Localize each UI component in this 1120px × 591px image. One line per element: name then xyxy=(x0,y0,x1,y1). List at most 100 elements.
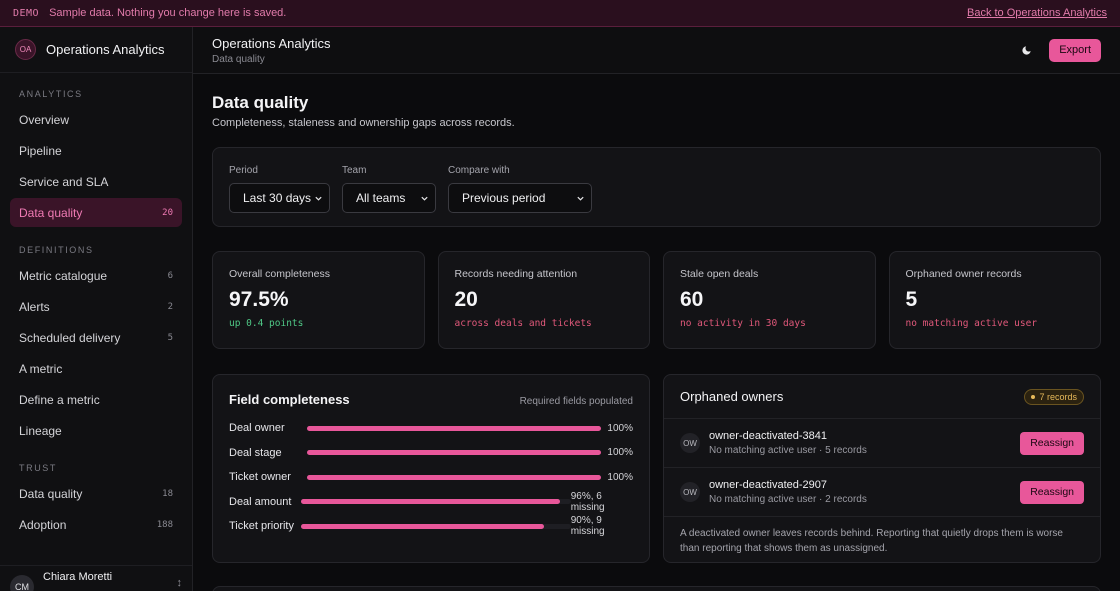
sidebar-item-lineage[interactable]: Lineage xyxy=(10,416,182,445)
dot-icon xyxy=(1031,394,1036,399)
avatar: OW xyxy=(680,433,700,453)
export-button[interactable]: Export xyxy=(1049,38,1101,62)
filter-label: Team xyxy=(342,165,367,176)
list-item: OW owner-deactivated-3841 No matching ac… xyxy=(664,419,1100,468)
sidebar-item-adoption[interactable]: Adoption 188 xyxy=(10,510,182,539)
next-card xyxy=(212,586,1101,591)
filter-label: Period xyxy=(229,165,258,176)
kpi-note: across deals and tickets xyxy=(454,318,592,329)
kpi-note: no activity in 30 days xyxy=(680,318,806,329)
kpi-note: up 0.4 points xyxy=(229,318,304,329)
reassign-button[interactable]: Reassign xyxy=(1020,480,1084,504)
sidebar: OA Operations Analytics ANALYTICS Overvi… xyxy=(0,27,193,591)
avatar: CM xyxy=(10,575,34,591)
kpi-stale-deals: Stale open deals 60 no activity in 30 da… xyxy=(663,251,876,349)
compare-select[interactable]: Previous period xyxy=(448,183,592,213)
avatar: OW xyxy=(680,482,700,502)
kpi-row: Overall completeness 97.5% up 0.4 points… xyxy=(212,251,1101,349)
sidebar-item-label: Metric catalogue xyxy=(19,268,108,283)
kpi-value: 20 xyxy=(454,288,478,311)
sidebar-item-data-quality[interactable]: Data quality 20 xyxy=(10,198,182,227)
header: Operations Analytics Data quality Export xyxy=(193,27,1120,74)
nav-section-title: DEFINITIONS xyxy=(19,245,94,255)
field-value: 90%, 9 missing xyxy=(570,515,605,538)
completeness-row: Ticket owner 100% xyxy=(229,465,633,490)
completeness-row: Ticket priority 90%, 9 missing xyxy=(229,514,633,539)
nav-section-title: ANALYTICS xyxy=(19,89,83,99)
list-item: OW owner-deactivated-2907 No matching ac… xyxy=(664,468,1100,517)
kpi-label: Overall completeness xyxy=(229,268,330,280)
sidebar-item-label: Data quality xyxy=(19,486,83,501)
nav-section-title: TRUST xyxy=(19,463,57,473)
progress-fill xyxy=(307,474,601,480)
sidebar-item-a-metric[interactable]: A metric xyxy=(10,354,182,383)
chevron-down-icon xyxy=(577,196,584,201)
moon-icon[interactable] xyxy=(1015,39,1037,61)
progress-track xyxy=(307,474,601,480)
user-profile[interactable]: CM Chiara Moretti ↕ xyxy=(0,565,192,591)
sidebar-item-label: Lineage xyxy=(19,423,62,438)
completeness-row: Deal amount 96%, 6 missing xyxy=(229,490,633,515)
sidebar-item-label: Scheduled delivery xyxy=(19,330,121,345)
card-title: Field completeness xyxy=(229,392,350,407)
team-filter: Team All teams xyxy=(342,165,436,213)
progress-track xyxy=(300,523,571,529)
back-link[interactable]: Back to Operations Analytics xyxy=(966,7,1107,19)
sidebar-item-label: Pipeline xyxy=(19,143,62,158)
sidebar-item-metric-catalogue[interactable]: Metric catalogue 6 xyxy=(10,261,182,290)
kpi-label: Orphaned owner records xyxy=(905,268,1022,280)
select-value: Last 30 days xyxy=(243,191,312,205)
sidebar-item-trust-data-quality[interactable]: Data quality 18 xyxy=(10,479,182,508)
user-name: Chiara Moretti xyxy=(43,571,113,583)
progress-track xyxy=(300,499,571,505)
team-select[interactable]: All teams xyxy=(342,183,436,213)
page-subtitle: Completeness, staleness and ownership ga… xyxy=(212,117,515,129)
sidebar-item-count: 5 xyxy=(167,332,173,343)
sidebar-item-alerts[interactable]: Alerts 2 xyxy=(10,292,182,321)
compare-filter: Compare with Previous period xyxy=(448,165,592,213)
kpi-label: Stale open deals xyxy=(680,268,759,280)
sidebar-item-label: Adoption xyxy=(19,517,67,532)
sidebar-item-label: Define a metric xyxy=(19,392,100,407)
field-label: Deal amount xyxy=(229,495,292,508)
sidebar-item-scheduled-delivery[interactable]: Scheduled delivery 5 xyxy=(10,323,182,352)
period-filter: Period Last 30 days xyxy=(229,165,330,213)
field-label: Deal stage xyxy=(229,446,282,459)
header-subtitle: Data quality xyxy=(212,53,265,65)
sidebar-item-count: 20 xyxy=(162,207,173,218)
sidebar-item-define-metric[interactable]: Define a metric xyxy=(10,385,182,414)
kpi-value: 97.5% xyxy=(229,288,289,311)
sidebar-item-service-sla[interactable]: Service and SLA xyxy=(10,167,182,196)
kpi-overall-completeness: Overall completeness 97.5% up 0.4 points xyxy=(212,251,425,349)
owner-name: owner-deactivated-3841 xyxy=(709,430,828,442)
reassign-button[interactable]: Reassign xyxy=(1020,431,1084,455)
sidebar-item-label: Overview xyxy=(19,112,70,127)
demo-tag: DEMO xyxy=(13,7,40,19)
card-title: Orphaned owners xyxy=(680,389,784,404)
period-select[interactable]: Last 30 days xyxy=(229,183,330,213)
kpi-orphaned-records: Orphaned owner records 5 no matching act… xyxy=(888,251,1101,349)
sidebar-item-label: Alerts xyxy=(19,299,50,314)
sidebar-item-pipeline[interactable]: Pipeline xyxy=(10,136,182,165)
progress-track xyxy=(307,425,601,431)
sidebar-item-count: 6 xyxy=(167,270,173,281)
chevron-down-icon xyxy=(421,196,428,201)
sidebar-item-label: Data quality xyxy=(19,205,83,220)
kpi-label: Records needing attention xyxy=(454,268,578,280)
kpi-value: 5 xyxy=(905,288,918,311)
sidebar-item-count: 188 xyxy=(156,519,173,530)
demo-banner: DEMO Sample data. Nothing you change her… xyxy=(0,0,1120,27)
progress-fill xyxy=(300,523,544,529)
brand[interactable]: OA Operations Analytics xyxy=(0,27,192,73)
field-label: Ticket priority xyxy=(229,520,294,533)
field-label: Deal owner xyxy=(229,422,285,435)
expand-icon[interactable]: ↕ xyxy=(176,577,183,589)
filter-label: Compare with xyxy=(448,165,510,176)
field-value: 100% xyxy=(607,422,633,434)
demo-message: Sample data. Nothing you change here is … xyxy=(49,7,287,19)
card-hint: Required fields populated xyxy=(519,396,633,407)
field-completeness-card: Field completeness Required fields popul… xyxy=(212,374,650,563)
field-value: 100% xyxy=(607,447,633,459)
kpi-records-attention: Records needing attention 20 across deal… xyxy=(437,251,650,349)
sidebar-item-overview[interactable]: Overview xyxy=(10,105,182,134)
